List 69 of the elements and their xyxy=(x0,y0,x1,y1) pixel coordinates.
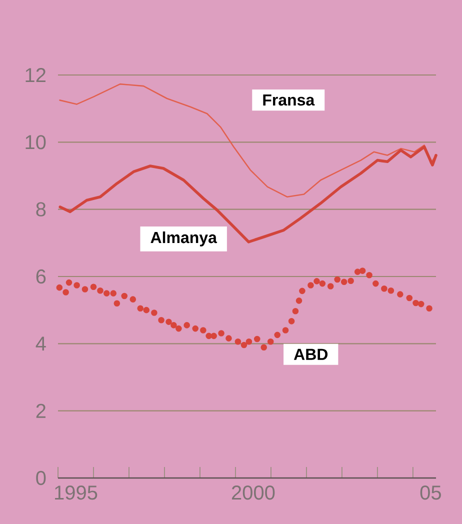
point xyxy=(292,308,299,314)
point xyxy=(176,325,182,332)
point xyxy=(121,292,128,300)
point xyxy=(354,268,361,275)
point xyxy=(260,344,268,351)
point xyxy=(246,338,252,345)
point xyxy=(334,276,340,283)
point xyxy=(218,330,224,336)
point xyxy=(340,278,348,286)
point xyxy=(366,272,372,278)
point xyxy=(62,289,69,296)
point xyxy=(308,282,314,288)
point xyxy=(381,285,388,292)
point xyxy=(348,278,354,284)
point xyxy=(151,310,158,316)
y-tick-label: 12 xyxy=(26,68,46,82)
point xyxy=(418,300,424,308)
point xyxy=(137,305,144,312)
point xyxy=(254,336,260,342)
point xyxy=(359,268,366,274)
point xyxy=(184,322,190,328)
point xyxy=(372,280,379,287)
point xyxy=(406,294,413,302)
point xyxy=(158,317,164,324)
point xyxy=(319,280,326,287)
point xyxy=(288,318,295,324)
point xyxy=(56,284,63,291)
point xyxy=(397,291,404,298)
y-tick-label: 4 xyxy=(36,336,46,351)
point xyxy=(97,287,104,294)
series-label: Almanya xyxy=(150,231,218,246)
point xyxy=(274,332,280,338)
point xyxy=(296,298,302,304)
y-tick-label: 8 xyxy=(36,202,46,216)
point xyxy=(74,282,80,288)
point xyxy=(388,287,394,294)
point xyxy=(426,305,432,312)
point xyxy=(240,342,248,348)
point xyxy=(412,300,419,306)
point xyxy=(234,338,242,345)
point xyxy=(110,290,117,296)
point xyxy=(166,318,172,325)
text: Fransa xyxy=(263,94,315,106)
point xyxy=(314,278,320,284)
point xyxy=(90,284,97,290)
y-tick-label: 2 xyxy=(36,404,46,418)
point xyxy=(82,286,88,292)
point xyxy=(130,296,136,302)
point xyxy=(206,332,212,340)
x-tick-label: 2000 xyxy=(232,486,275,500)
y-tick-label: 0 xyxy=(36,470,46,486)
point xyxy=(327,283,334,290)
point xyxy=(282,327,289,334)
point xyxy=(299,288,306,294)
point xyxy=(200,327,206,334)
point xyxy=(226,335,232,342)
point xyxy=(210,332,217,340)
y-tick-label: 6 xyxy=(36,269,46,284)
y-tick-label: 10 xyxy=(26,135,46,150)
point xyxy=(192,325,199,332)
point xyxy=(143,306,150,314)
x-tick-label: 1995 xyxy=(55,486,98,500)
point xyxy=(66,279,72,286)
series-label: ABD xyxy=(294,348,328,360)
point xyxy=(103,290,110,296)
point xyxy=(267,338,274,345)
x-tick-label: 05 xyxy=(420,486,441,500)
point xyxy=(114,300,120,307)
point xyxy=(170,322,177,328)
